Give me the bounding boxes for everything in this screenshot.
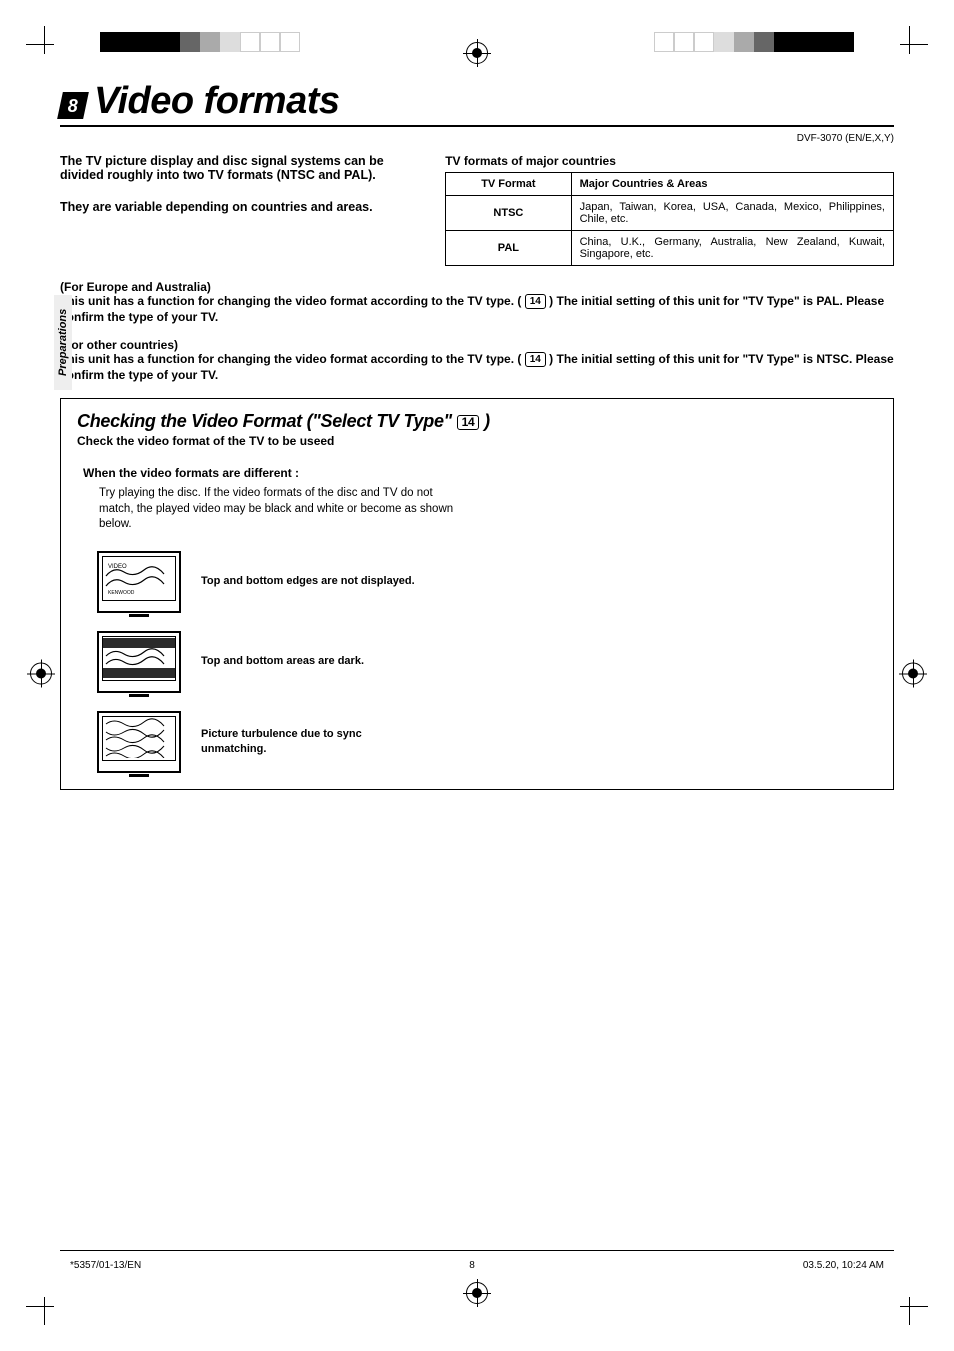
table-header: TV Format	[446, 173, 571, 196]
registration-mark-left-icon	[30, 662, 52, 684]
footer-right: 03.5.20, 10:24 AM	[803, 1260, 884, 1271]
tv-example-row: VIDEO KENWOOD Top and bottom edges are no…	[97, 551, 877, 613]
color-bar-right-icon	[654, 32, 854, 52]
svg-text:KENWOOD: KENWOOD	[108, 590, 135, 596]
tv-cropped-icon: VIDEO KENWOOD	[97, 551, 181, 613]
table-cell: China, U.K., Germany, Australia, New Zea…	[571, 231, 893, 266]
tv-turbulence-icon	[97, 711, 181, 773]
tv-example-caption: Picture turbulence due to sync unmatchin…	[201, 727, 421, 756]
tv-letterbox-icon	[97, 631, 181, 693]
page-content: 8 Video formats DVF-3070 (EN/E,X,Y) Prep…	[60, 80, 894, 1271]
table-cell: Japan, Taiwan, Korea, USA, Canada, Mexic…	[571, 196, 893, 231]
section-body: Try playing the disc. If the video forma…	[99, 486, 469, 533]
table-header: Major Countries & Areas	[571, 173, 893, 196]
tv-example-row: Top and bottom areas are dark.	[97, 631, 877, 693]
page-ref-icon: 14	[525, 352, 546, 367]
svg-text:VIDEO: VIDEO	[108, 564, 127, 570]
table-cell: PAL	[446, 231, 571, 266]
title-bar: 8 Video formats	[60, 80, 894, 127]
tv-table-title: TV formats of major countries	[445, 154, 894, 168]
page-number-badge: 8	[57, 92, 89, 119]
note-heading: (For other countries)	[60, 338, 178, 352]
model-id: DVF-3070 (EN/E,X,Y)	[60, 133, 894, 144]
tv-example-caption: Top and bottom areas are dark.	[201, 654, 364, 668]
footer-left: *5357/01-13/EN	[70, 1260, 141, 1271]
registration-mark-bottom-icon	[466, 1282, 488, 1304]
page-ref-icon: 14	[457, 415, 480, 430]
intro-paragraph-1: The TV picture display and disc signal s…	[60, 154, 427, 182]
footer: *5357/01-13/EN 8 03.5.20, 10:24 AM	[60, 1260, 894, 1271]
page-ref-icon: 14	[525, 294, 546, 309]
tv-example-caption: Top and bottom edges are not displayed.	[201, 574, 415, 588]
table-row: NTSC Japan, Taiwan, Korea, USA, Canada, …	[446, 196, 894, 231]
footer-divider	[60, 1250, 894, 1251]
intro-paragraph-2: They are variable depending on countries…	[60, 200, 427, 214]
note-body: This unit has a function for changing th…	[60, 352, 521, 366]
tv-formats-table: TV Format Major Countries & Areas NTSC J…	[445, 172, 894, 266]
table-cell: NTSC	[446, 196, 571, 231]
section-heading: Checking the Video Format ("Select TV Ty…	[77, 411, 877, 432]
footer-center: 8	[469, 1260, 475, 1271]
color-bar-left-icon	[100, 32, 300, 52]
note-europe: (For Europe and Australia) This unit has…	[60, 280, 894, 324]
section-subheading: Check the video format of the TV to be u…	[77, 434, 877, 448]
note-heading: (For Europe and Australia)	[60, 280, 211, 294]
registration-mark-top-icon	[466, 42, 488, 64]
section-subheading-2: When the video formats are different :	[83, 466, 877, 480]
table-row: TV Format Major Countries & Areas	[446, 173, 894, 196]
table-row: PAL China, U.K., Germany, Australia, New…	[446, 231, 894, 266]
page-title: Video formats	[94, 80, 339, 123]
note-other: (For other countries) This unit has a fu…	[60, 338, 894, 382]
checking-section: Checking the Video Format ("Select TV Ty…	[60, 398, 894, 790]
note-body: This unit has a function for changing th…	[60, 294, 521, 308]
registration-mark-right-icon	[902, 662, 924, 684]
tv-example-row: Picture turbulence due to sync unmatchin…	[97, 711, 877, 773]
section-tab: Preparations	[54, 295, 72, 390]
